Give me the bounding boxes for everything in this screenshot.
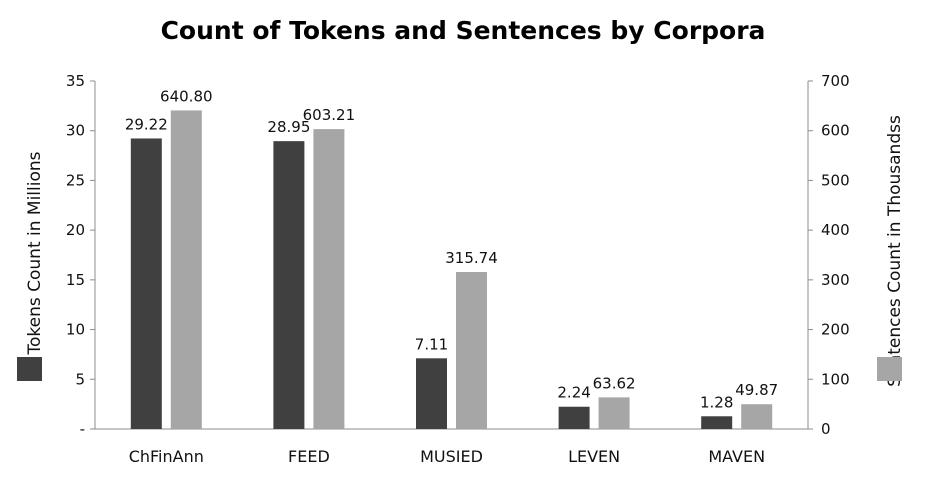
left-tick-label: 10: [66, 321, 85, 339]
axis-titles: Tokens Count in Millions Sentences Count …: [17, 115, 905, 387]
left-axis-title: Tokens Count in Millions: [25, 151, 45, 355]
bar-tokens: [130, 138, 162, 429]
data-label: 63.62: [593, 374, 636, 392]
left-tick-label: 15: [66, 271, 85, 289]
right-tick-label: 500: [821, 171, 850, 189]
data-label: 1.28: [700, 393, 733, 411]
bar-sentences: [456, 272, 487, 429]
data-label: 7.11: [415, 335, 448, 353]
x-tick-label: ChFinAnn: [129, 447, 204, 466]
x-tick-label: MUSIED: [420, 447, 483, 466]
left-tick-label: 20: [66, 221, 85, 239]
x-tick-label: FEED: [288, 447, 330, 466]
right-tick-label: 0: [821, 420, 831, 438]
right-tick-label: 100: [821, 370, 850, 388]
bar-tokens: [416, 358, 447, 429]
bars: [130, 110, 773, 430]
left-axis-ticks: - 5 10 15 20 25 30 35: [66, 72, 95, 438]
data-label: 2.24: [557, 384, 590, 402]
right-tick-label: 300: [821, 271, 850, 289]
bar-tokens: [273, 141, 305, 429]
left-tick-label: 30: [66, 122, 85, 140]
data-label: 49.87: [735, 381, 778, 399]
legend-key-sentences: [877, 357, 902, 381]
data-label: 28.95: [267, 118, 310, 136]
right-tick-label: 600: [821, 122, 850, 140]
bar-sentences: [313, 129, 345, 429]
left-tick-label: 5: [75, 370, 85, 388]
data-label: 640.80: [160, 87, 213, 105]
axes: [94, 81, 809, 430]
x-tick-label: MAVEN: [708, 447, 765, 466]
bar-tokens: [558, 406, 590, 429]
chart-title: Count of Tokens and Sentences by Corpora: [160, 16, 766, 45]
x-tick-label: LEVEN: [568, 447, 620, 466]
right-tick-label: 200: [821, 321, 850, 339]
right-tick-label: 700: [821, 72, 850, 90]
x-tick-labels: ChFinAnn FEED MUSIED LEVEN MAVEN: [129, 447, 765, 466]
right-tick-label: 400: [821, 221, 850, 239]
data-label: 315.74: [445, 249, 498, 267]
bar-sentences: [741, 404, 773, 429]
data-label: 603.21: [303, 106, 356, 124]
bar-sentences: [598, 397, 630, 429]
bar-sentences: [170, 110, 202, 430]
right-axis-title: Sentences Count in Thousandss: [885, 115, 905, 387]
bar-tokens: [701, 416, 733, 429]
right-axis-ticks: 0 100 200 300 400 500 600 700: [808, 72, 850, 438]
legend-key-tokens: [17, 357, 42, 381]
data-label: 29.22: [125, 115, 168, 133]
left-tick-label: 35: [66, 72, 85, 90]
left-tick-label: 25: [66, 171, 85, 189]
left-tick-label: -: [80, 420, 85, 438]
